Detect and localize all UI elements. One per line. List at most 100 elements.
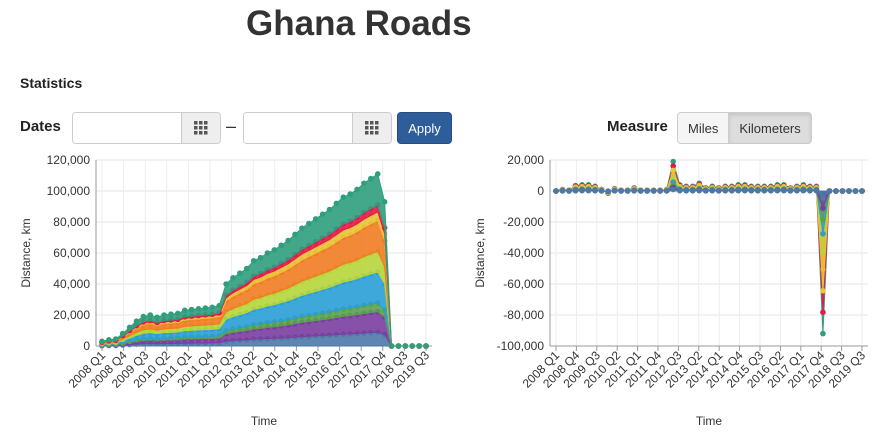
data-point <box>820 230 826 237</box>
data-point <box>676 187 683 194</box>
date-from-group <box>72 112 221 144</box>
y-tick-label: 20,000 <box>507 153 544 167</box>
data-point <box>605 188 611 194</box>
data-point <box>820 330 826 337</box>
data-point <box>657 188 663 194</box>
data-point <box>702 188 709 194</box>
data-point <box>579 187 585 194</box>
data-point <box>306 220 312 227</box>
data-point <box>181 307 188 314</box>
y-tick-label: -40,000 <box>503 246 544 260</box>
data-point <box>168 311 174 318</box>
data-point <box>209 304 216 311</box>
y-tick-label: -60,000 <box>503 277 544 291</box>
data-point <box>257 254 264 261</box>
data-point <box>566 188 572 194</box>
data-point <box>409 343 416 349</box>
data-point <box>820 195 826 201</box>
data-point <box>388 343 395 349</box>
data-point <box>820 288 826 294</box>
y-tick-label: 0 <box>83 339 90 353</box>
measure-toggle: Miles Kilometers <box>677 112 812 144</box>
data-point <box>781 187 787 194</box>
y-axis-title: Distance, km <box>473 218 487 287</box>
data-point <box>99 338 105 345</box>
data-point <box>175 310 181 317</box>
data-point <box>333 200 340 207</box>
data-point <box>299 225 305 231</box>
data-point <box>800 187 807 194</box>
data-point <box>188 306 195 313</box>
data-point <box>292 231 298 238</box>
data-point <box>624 188 631 194</box>
date-to-group <box>243 112 392 144</box>
data-point <box>852 188 859 194</box>
data-point <box>820 205 826 211</box>
data-point <box>161 312 167 318</box>
kilometers-button[interactable]: Kilometers <box>729 113 811 143</box>
date-from-input[interactable] <box>73 113 181 143</box>
y-tick-label: 20,000 <box>53 308 90 322</box>
date-range-dash: – <box>226 116 237 136</box>
data-point <box>368 175 374 182</box>
date-to-input[interactable] <box>244 113 352 143</box>
data-point <box>381 199 388 205</box>
data-point <box>278 242 285 249</box>
data-point <box>650 188 657 194</box>
data-point <box>312 216 319 222</box>
data-point <box>683 187 690 194</box>
data-point <box>722 187 729 194</box>
data-point <box>820 248 826 254</box>
y-tick-label: 60,000 <box>53 246 90 260</box>
x-axis-title: Time <box>251 414 278 428</box>
dates-label: Dates <box>20 118 61 135</box>
distance-change-chart: -100,000 -80,000 -60,000 -40,000 -20,000 0 20,… <box>473 153 868 428</box>
page-title: Ghana Roads <box>246 4 472 43</box>
data-point <box>559 188 566 194</box>
x-axis-title: Time <box>696 414 723 428</box>
data-point <box>423 343 429 349</box>
data-point <box>285 237 291 244</box>
data-point <box>598 188 605 194</box>
data-point <box>361 180 367 187</box>
data-point <box>689 187 696 194</box>
data-point <box>354 186 360 193</box>
data-point <box>140 313 147 320</box>
data-point <box>820 216 826 223</box>
miles-button[interactable]: Miles <box>678 113 730 143</box>
data-point <box>631 188 637 194</box>
data-point <box>133 318 140 324</box>
date-to-calendar-button[interactable] <box>352 113 391 143</box>
data-point <box>670 167 676 174</box>
data-point <box>826 188 833 194</box>
data-point <box>728 187 735 194</box>
data-point <box>774 187 781 194</box>
data-point <box>395 343 402 349</box>
data-point <box>787 188 794 194</box>
data-point <box>761 187 768 194</box>
data-point <box>846 188 852 194</box>
apply-button[interactable]: Apply <box>397 112 452 144</box>
data-point <box>670 186 676 193</box>
data-point <box>230 275 236 281</box>
y-tick-label: -20,000 <box>503 215 544 229</box>
data-point <box>696 187 703 194</box>
data-point <box>126 324 133 331</box>
data-point <box>202 305 209 311</box>
data-point <box>670 163 676 169</box>
data-point <box>735 187 742 194</box>
data-point <box>663 188 670 194</box>
data-point <box>326 206 333 213</box>
date-from-calendar-button[interactable] <box>181 113 220 143</box>
data-point <box>154 314 160 321</box>
y-tick-label: -100,000 <box>497 339 545 353</box>
cumulative-distance-chart: 020,00040,00060,00080,000100,000120,0002… <box>19 153 432 428</box>
data-point <box>748 187 755 194</box>
data-point <box>572 187 579 194</box>
data-point <box>147 312 154 318</box>
data-point <box>319 211 326 218</box>
data-point <box>553 188 559 194</box>
data-point <box>223 281 229 287</box>
statistics-heading: Statistics <box>20 75 83 91</box>
data-point <box>112 336 119 342</box>
